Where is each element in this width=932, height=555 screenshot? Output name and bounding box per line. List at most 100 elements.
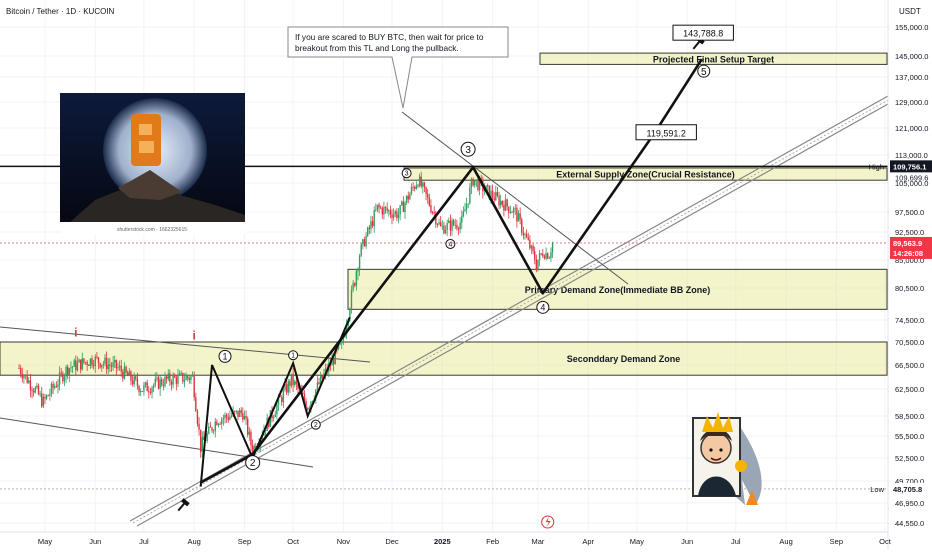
candle <box>381 206 383 220</box>
candle <box>135 375 137 382</box>
candle <box>31 386 33 399</box>
candle <box>75 355 77 376</box>
candle <box>118 360 121 371</box>
candle <box>550 247 552 262</box>
candle <box>133 372 135 388</box>
event-icon[interactable] <box>541 515 555 529</box>
candle <box>201 431 203 458</box>
trader-avatar-image <box>692 412 762 505</box>
candle <box>289 379 291 393</box>
candle <box>386 202 388 214</box>
candle <box>417 184 419 189</box>
svg-text:shutterstock.com · 1662325615: shutterstock.com · 1662325615 <box>117 227 187 233</box>
zone-label: Projected Final Setup Target <box>653 54 774 64</box>
price-axis[interactable]: USDT 155,000.0 145,000.0 137,000.0 129,000.… <box>887 0 932 550</box>
svg-text:2: 2 <box>250 458 256 469</box>
target-label-2[interactable]: 143,788.8 <box>672 24 734 41</box>
candle <box>172 372 174 389</box>
candle <box>28 377 30 384</box>
svg-text:4: 4 <box>448 241 452 248</box>
candle <box>431 210 434 215</box>
channel-line <box>136 103 889 527</box>
target-label-1[interactable]: 119,591.2 <box>635 124 697 141</box>
candle <box>307 407 309 411</box>
candle <box>250 429 252 451</box>
svg-text:119,591.2: 119,591.2 <box>647 128 686 138</box>
candle <box>407 191 409 204</box>
price-tick-label: 70,500.0 <box>895 338 924 347</box>
candle <box>196 408 199 427</box>
time-tick-label: Apr <box>582 537 594 546</box>
candle <box>71 365 74 374</box>
time-tick-label: May <box>38 537 52 546</box>
price-tick-label: 74,500.0 <box>895 316 924 325</box>
candle <box>120 359 122 377</box>
candle <box>459 217 461 234</box>
candle <box>32 387 35 397</box>
candle <box>514 203 516 216</box>
candle <box>105 351 108 375</box>
candle <box>496 186 499 198</box>
candle <box>102 360 105 369</box>
candle <box>357 267 359 281</box>
candle <box>214 417 216 438</box>
candle <box>420 171 422 189</box>
candle <box>159 375 161 397</box>
candle <box>436 223 439 228</box>
candle <box>174 373 176 379</box>
candle <box>123 362 126 380</box>
zone-label: Seconddary Demand Zone <box>567 354 681 364</box>
candle <box>63 373 66 387</box>
candle <box>443 221 445 235</box>
candle <box>81 352 83 371</box>
candle <box>216 419 218 426</box>
note-callout[interactable]: If you are scared to BUY BTC, then wait … <box>287 26 509 109</box>
candle <box>522 226 525 240</box>
candle <box>203 430 205 441</box>
svg-text:2: 2 <box>314 422 318 429</box>
zone-label: External Supply Zone(Crucial Resistance) <box>556 170 735 180</box>
time-axis[interactable]: May Jun Jul Aug Sep Oct Nov Dec 2025 Feb Mar Apr May… <box>0 531 892 546</box>
signal-marker: i <box>193 328 196 342</box>
time-tick-label: Feb <box>486 537 499 546</box>
candle <box>65 364 67 384</box>
zone-box[interactable]: Primary Demand Zone(Immediate BB Zone) <box>347 268 888 310</box>
zone-box[interactable]: Projected Final Setup Target <box>539 52 888 65</box>
price-tick-label: 121,000.0 <box>895 124 928 133</box>
svg-text:breakout from this TL and Long: breakout from this TL and Long the pullb… <box>295 43 459 53</box>
candle <box>170 379 173 391</box>
candle <box>462 206 465 218</box>
candle <box>391 209 393 225</box>
candle <box>211 426 213 434</box>
candle <box>39 390 41 397</box>
candle <box>230 412 233 419</box>
candle <box>26 369 28 384</box>
candle <box>501 200 503 208</box>
candle <box>474 180 476 188</box>
candle <box>175 374 178 391</box>
candle <box>34 385 36 394</box>
price-tick-label: 44,550.0 <box>895 519 924 528</box>
wave-swing-path <box>199 316 351 487</box>
candle <box>41 386 43 409</box>
time-tick-label: May <box>630 537 644 546</box>
candle <box>44 393 46 405</box>
candle <box>529 235 531 250</box>
zone-box[interactable]: Seconddary Demand Zone <box>0 341 888 376</box>
bitcoin-moon-image: shutterstock.com · 1662325615 <box>60 93 245 234</box>
zones-layer: Projected Final Setup Target External Sup… <box>0 52 888 376</box>
svg-text:5: 5 <box>701 67 707 78</box>
candle <box>281 394 283 406</box>
candle <box>208 422 210 435</box>
candle <box>274 410 276 418</box>
candle <box>222 414 225 426</box>
time-tick-label: Aug <box>188 537 201 546</box>
candle <box>104 354 106 367</box>
symbol-title[interactable]: Bitcoin / Tether · 1D · KUCOIN <box>6 7 115 16</box>
candle <box>509 205 512 214</box>
candle <box>285 379 288 395</box>
candle <box>467 203 469 209</box>
candle <box>109 357 111 372</box>
